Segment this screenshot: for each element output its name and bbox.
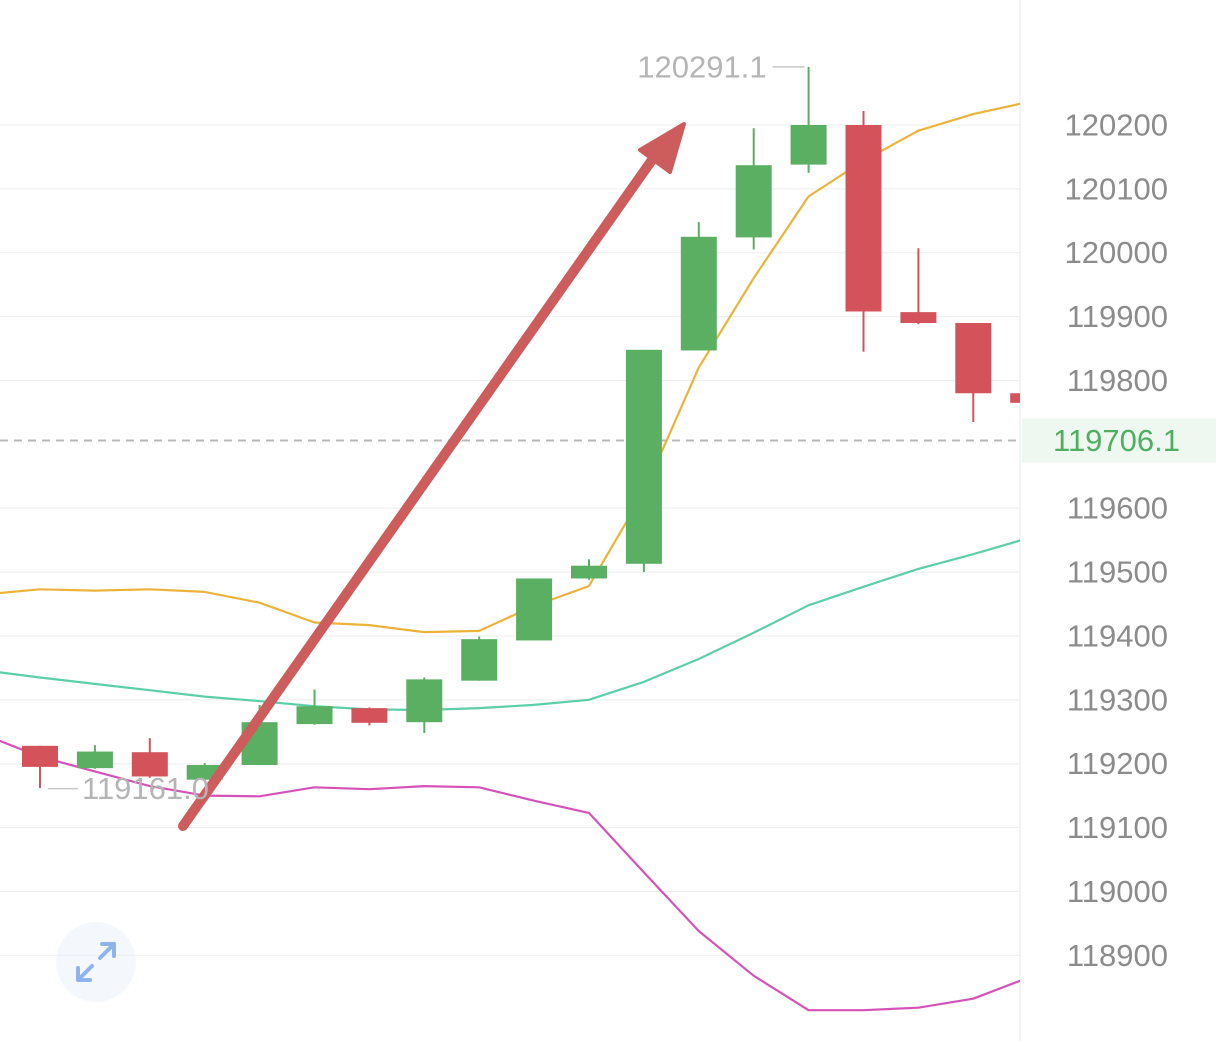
y-tick-label: 119000 bbox=[1067, 874, 1168, 909]
candle bbox=[735, 128, 772, 250]
candle bbox=[790, 66, 827, 173]
candle-body bbox=[296, 706, 333, 725]
candle bbox=[76, 745, 113, 769]
candle-body bbox=[625, 349, 662, 564]
y-tick-label: 119300 bbox=[1067, 682, 1168, 717]
candle bbox=[406, 677, 443, 734]
candle-body bbox=[790, 125, 827, 165]
candle-body bbox=[22, 745, 58, 767]
y-tick-label: 119800 bbox=[1067, 363, 1168, 398]
candle bbox=[1010, 393, 1020, 403]
candle-body bbox=[461, 639, 498, 681]
candle-body bbox=[955, 322, 992, 394]
expand-arrows-icon bbox=[76, 942, 116, 982]
candle-body bbox=[680, 236, 717, 351]
y-tick-label: 119400 bbox=[1067, 618, 1168, 653]
candle-body bbox=[900, 312, 937, 323]
y-tick-label: 120100 bbox=[1065, 171, 1168, 206]
expand-button[interactable] bbox=[56, 922, 136, 1002]
candles bbox=[22, 66, 1020, 788]
candle-body bbox=[735, 165, 772, 238]
candle-body bbox=[1010, 393, 1020, 403]
candle-body bbox=[516, 578, 553, 641]
price-axis: 120200 120100 120000 119900 119800 119600 1195… bbox=[1065, 108, 1168, 973]
candle-body bbox=[76, 751, 113, 769]
y-tick-label: 118900 bbox=[1067, 938, 1168, 973]
candle bbox=[516, 578, 553, 641]
ma-line-3 bbox=[0, 739, 1020, 1012]
candle bbox=[22, 745, 58, 788]
y-tick-label: 119500 bbox=[1067, 555, 1168, 590]
candle bbox=[296, 689, 333, 725]
y-tick-label: 119100 bbox=[1067, 810, 1168, 845]
candle-body bbox=[131, 752, 168, 777]
y-tick-label: 119600 bbox=[1067, 491, 1168, 526]
candle bbox=[625, 349, 662, 573]
candle bbox=[131, 738, 168, 778]
ma-line-2 bbox=[0, 539, 1020, 712]
y-tick-label: 119200 bbox=[1067, 746, 1168, 781]
candle bbox=[571, 559, 607, 580]
trend-arrow-head bbox=[638, 122, 686, 174]
candle bbox=[955, 322, 992, 422]
candle bbox=[351, 707, 388, 726]
y-tick-label: 119900 bbox=[1067, 299, 1168, 334]
candle-body bbox=[571, 565, 607, 579]
low-marker-label: 119161.0 bbox=[82, 771, 209, 806]
y-tick-label: 120200 bbox=[1065, 108, 1168, 143]
candle bbox=[680, 222, 717, 351]
candle bbox=[461, 636, 498, 681]
current-price-label: 119706.1 bbox=[1053, 423, 1180, 458]
candle bbox=[900, 248, 937, 325]
candle-body bbox=[406, 679, 443, 723]
candle-body bbox=[351, 708, 388, 723]
grid-lines bbox=[0, 0, 1021, 1041]
trend-arrow-shaft bbox=[178, 155, 657, 831]
candle bbox=[845, 110, 882, 352]
current-price-badge bbox=[1022, 418, 1216, 463]
price-markers: 119706.1 120291.1 119161.0 bbox=[48, 49, 1216, 806]
candle-body bbox=[845, 125, 882, 312]
trend-arrow bbox=[178, 122, 686, 831]
y-tick-label: 120000 bbox=[1065, 235, 1168, 270]
high-marker-label: 120291.1 bbox=[637, 49, 766, 84]
